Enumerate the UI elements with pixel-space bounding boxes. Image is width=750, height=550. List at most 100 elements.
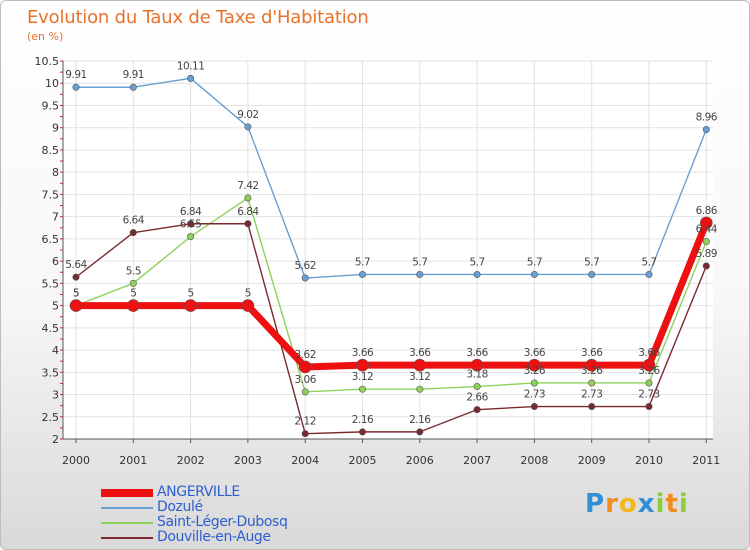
- y-tick-label: 2: [52, 433, 59, 446]
- y-tick-label: 8: [52, 166, 59, 179]
- x-tick-label: 2008: [520, 454, 548, 467]
- data-label-dozul-: 5.62: [295, 260, 316, 272]
- x-tick-label: 2011: [692, 454, 720, 467]
- data-point-douville-en-auge: [358, 428, 366, 436]
- data-label-angerville: 3.66: [638, 347, 660, 359]
- data-point-angerville: [241, 299, 255, 312]
- data-label-saint-l-ger-dubosq: 5.5: [126, 265, 141, 277]
- legend-swatch: [101, 536, 153, 539]
- legend-swatch: [101, 521, 153, 524]
- data-point-angerville: [699, 216, 713, 230]
- data-label-douville-en-auge: 5.89: [696, 248, 717, 260]
- data-label-saint-l-ger-dubosq: 7.42: [237, 180, 258, 192]
- data-point-douville-en-auge: [244, 220, 252, 228]
- data-label-angerville: 5: [130, 288, 136, 300]
- data-label-douville-en-auge: 6.64: [123, 215, 145, 227]
- data-label-angerville: 5: [73, 288, 79, 300]
- data-point-saint-l-ger-dubosq: [301, 388, 309, 396]
- data-label-dozul-: 5.7: [584, 256, 599, 268]
- data-point-douville-en-auge: [187, 220, 195, 228]
- y-tick-label: 10: [45, 77, 59, 90]
- data-point-douville-en-auge: [129, 229, 137, 237]
- data-label-dozul-: 9.91: [123, 69, 144, 81]
- y-tick-label: 5.5: [42, 277, 60, 290]
- data-point-dozul-: [530, 270, 538, 278]
- x-tick-label: 2000: [62, 454, 90, 467]
- data-label-saint-l-ger-dubosq: 3.26: [524, 365, 546, 377]
- data-label-douville-en-auge: 2.12: [295, 416, 316, 428]
- logo-letter: i: [678, 489, 689, 519]
- data-point-saint-l-ger-dubosq: [129, 279, 137, 287]
- data-label-saint-l-ger-dubosq: 5: [73, 288, 79, 300]
- y-tick-label: 4: [52, 344, 59, 357]
- data-label-dozul-: 5.7: [412, 256, 427, 268]
- y-tick-label: 4.5: [42, 322, 60, 335]
- data-point-angerville: [470, 358, 484, 372]
- legend-item: Saint-Léger-Dubosq: [101, 515, 288, 530]
- data-point-dozul-: [129, 83, 137, 91]
- data-point-saint-l-ger-dubosq: [702, 238, 710, 246]
- legend-item: Dozulé: [101, 500, 287, 515]
- data-label-douville-en-auge: 2.16: [352, 414, 374, 426]
- chart-title: Evolution du Taux de Taxe d'Habitation: [27, 7, 369, 28]
- data-point-angerville: [642, 358, 656, 372]
- legend-item: ANGERVILLE: [101, 485, 287, 500]
- data-label-douville-en-auge: 2.73: [638, 389, 659, 401]
- x-tick-label: 2005: [349, 454, 377, 467]
- x-tick-label: 2007: [463, 454, 491, 467]
- data-point-douville-en-auge: [530, 403, 538, 411]
- data-label-saint-l-ger-dubosq: 6.55: [180, 219, 201, 231]
- y-tick-label: 6: [52, 255, 59, 268]
- legend-label: ANGERVILLE: [157, 484, 240, 500]
- data-label-angerville: 3.66: [352, 347, 374, 359]
- data-label-dozul-: 9.02: [237, 109, 258, 121]
- data-point-douville-en-auge: [588, 403, 596, 411]
- data-point-dozul-: [416, 270, 424, 278]
- y-tick-label: 8.5: [42, 144, 60, 157]
- y-tick-label: 7: [52, 211, 59, 224]
- data-point-douville-en-auge: [301, 430, 309, 438]
- logo-letter: x: [637, 489, 656, 519]
- data-point-saint-l-ger-dubosq: [530, 379, 538, 387]
- data-label-angerville: 6.86: [696, 205, 718, 217]
- data-label-saint-l-ger-dubosq: 3.12: [409, 371, 430, 383]
- data-label-angerville: 5: [188, 288, 194, 300]
- data-label-dozul-: 5.7: [527, 256, 542, 268]
- data-point-saint-l-ger-dubosq: [588, 379, 596, 387]
- data-point-dozul-: [244, 123, 252, 131]
- x-tick-label: 2002: [177, 454, 205, 467]
- data-point-douville-en-auge: [416, 428, 424, 436]
- y-tick-label: 7.5: [42, 188, 60, 201]
- legend: ANGERVILLE Dozulé Saint-Léger-Dubosq Douvil…: [101, 485, 288, 545]
- data-label-douville-en-auge: 2.73: [581, 389, 602, 401]
- data-label-saint-l-ger-dubosq: 6.44: [696, 224, 718, 236]
- data-point-saint-l-ger-dubosq: [244, 194, 252, 202]
- legend-label: Douville-en-Auge: [157, 529, 271, 545]
- plot-area: [63, 61, 713, 439]
- data-point-douville-en-auge: [473, 406, 481, 414]
- legend-swatch: [101, 506, 153, 509]
- data-point-douville-en-auge: [645, 403, 653, 411]
- y-tick-label: 3: [52, 389, 59, 402]
- logo-letter: r: [605, 489, 619, 519]
- series-line-dozul-: [76, 77, 707, 279]
- data-point-saint-l-ger-dubosq: [187, 233, 195, 241]
- data-point-dozul-: [72, 83, 80, 91]
- x-tick-label: 2006: [406, 454, 434, 467]
- y-tick-label: 10.5: [35, 55, 60, 68]
- series-line-saint-l-ger-dubosq: [75, 197, 707, 393]
- legend-swatch: [101, 488, 153, 497]
- data-point-angerville: [585, 358, 599, 372]
- x-tick-label: 2010: [635, 454, 663, 467]
- data-point-angerville: [127, 299, 140, 312]
- logo-letter: P: [585, 489, 606, 519]
- y-tick-label: 3.5: [42, 366, 60, 379]
- logo-letter: i: [655, 489, 666, 519]
- data-label-angerville: 5: [245, 288, 251, 300]
- data-label-saint-l-ger-dubosq: 3.26: [638, 365, 660, 377]
- y-tick-label: 9.5: [42, 99, 60, 112]
- data-point-douville-en-auge: [72, 273, 80, 281]
- data-label-angerville: 3.66: [409, 347, 431, 359]
